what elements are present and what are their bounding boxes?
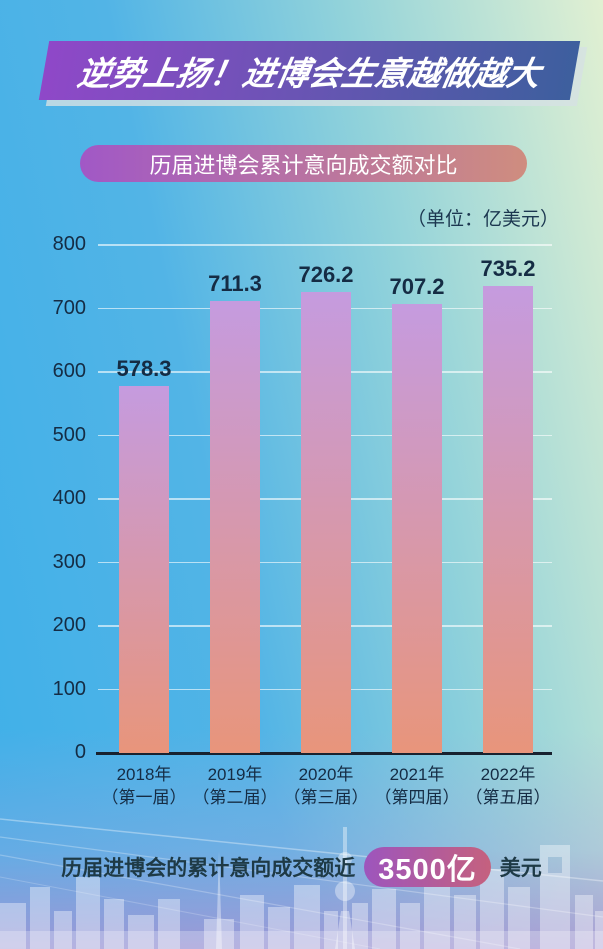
y-axis-tick-label: 100 (52, 677, 86, 700)
light-rays-decoration (0, 818, 603, 949)
x-axis-session-label: （第五届） (465, 788, 551, 807)
bar (483, 286, 533, 753)
y-axis-tick-label: 600 (52, 360, 86, 382)
gridline (98, 244, 552, 246)
chart-subtitle: 历届进博会累计意向成交额对比 (149, 152, 458, 178)
y-axis-tick-label: 400 (52, 487, 86, 509)
summary-caption: 历届进博会的累计意向成交额近 3500亿 美元 (0, 845, 603, 889)
y-axis-tick-label: 200 (52, 614, 86, 636)
y-axis-tick-label: 500 (52, 423, 86, 446)
x-axis-session-label: （第一届） (101, 788, 187, 807)
x-axis-year-label: 2019年 (207, 765, 263, 784)
x-axis-session-label: （第四届） (374, 788, 460, 807)
x-axis-category-label: 2022年 （第五届） (456, 763, 560, 809)
bar (301, 291, 351, 753)
bar-value-label: 578.3 (116, 355, 172, 381)
unit-label: （单位：亿美元） (406, 209, 559, 230)
x-axis-category-label: 2018年 （第一届） (92, 763, 196, 809)
x-axis-category-label: 2019年 （第二届） (183, 763, 287, 809)
x-axis-line (96, 752, 552, 755)
caption-highlight-value: 3500亿 (378, 854, 477, 886)
caption-prefix: 历届进博会的累计意向成交额近 (61, 857, 356, 880)
x-axis-year-label: 2022年 (480, 765, 536, 784)
x-axis-session-label: （第二届） (192, 788, 278, 807)
x-axis-session-label: （第三届） (283, 788, 369, 807)
bottom-gradient-wash (0, 729, 603, 949)
bar-chart: 0 100 200 300 400 500 600 700 800 578.3 2018年 （第一届）… (0, 230, 603, 830)
bar-value-label: 726.2 (298, 261, 354, 287)
x-axis-year-label: 2021年 (389, 765, 445, 784)
y-axis-tick-label: 800 (52, 233, 86, 255)
city-skyline-silhouette (0, 827, 603, 949)
x-axis-category-label: 2021年 （第四届） (365, 763, 469, 809)
y-axis-tick-label: 700 (52, 296, 86, 319)
bar (210, 301, 260, 753)
x-axis-year-label: 2018年 (116, 765, 172, 784)
title-banner: 逆势上扬！进博会生意越做越大 (38, 41, 588, 106)
y-axis-tick-label: 300 (52, 550, 86, 573)
page-title: 逆势上扬！进博会生意越做越大 (74, 54, 544, 92)
bar (119, 385, 169, 753)
bar-value-label: 711.3 (208, 271, 262, 297)
y-axis-tick-label: 0 (74, 741, 86, 763)
bar-value-label: 707.2 (389, 273, 445, 299)
caption-suffix: 美元 (499, 857, 542, 880)
caption-highlight-pill: 3500亿 (364, 847, 491, 887)
title-banner-face: 逆势上扬！进博会生意越做越大 (38, 41, 581, 100)
x-axis-category-label: 2020年 （第三届） (274, 763, 378, 809)
bar (392, 303, 442, 753)
bar-value-label: 735.2 (480, 256, 536, 282)
x-axis-year-label: 2020年 (298, 765, 354, 784)
chart-subtitle-pill: 历届进博会累计意向成交额对比 (80, 145, 527, 182)
